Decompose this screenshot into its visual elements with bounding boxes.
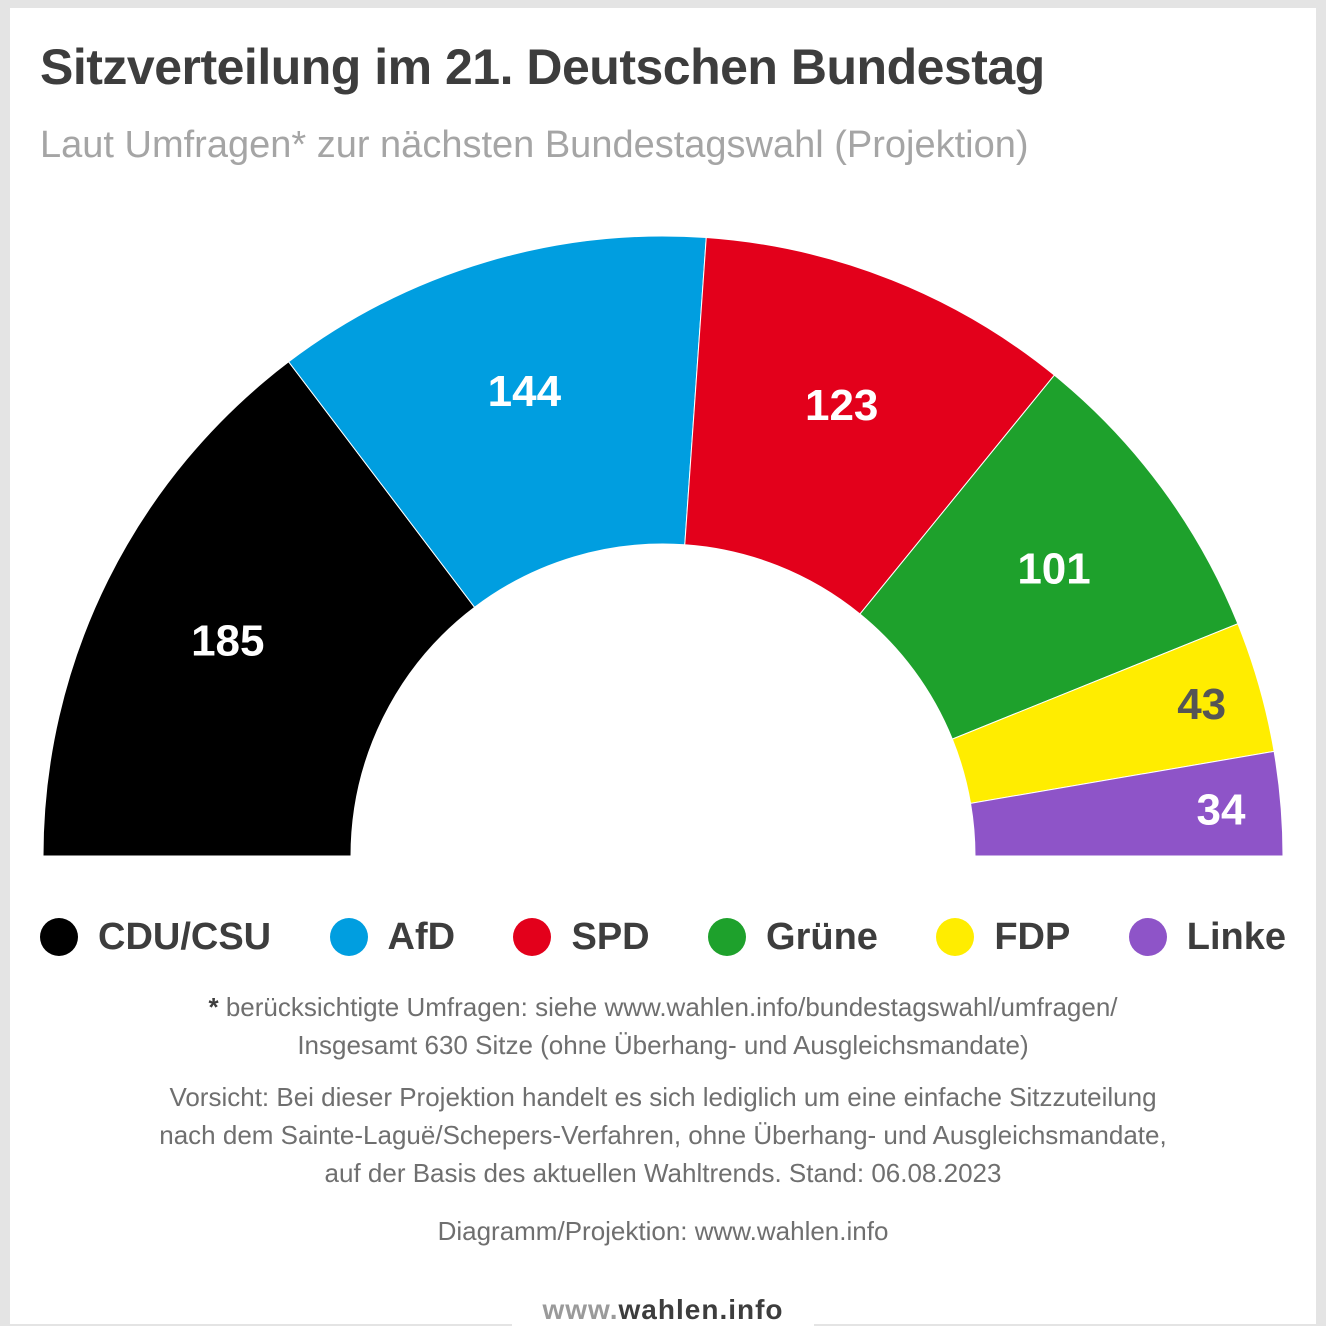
note-disclaimer-2: nach dem Sainte-Laguë/Schepers-Verfahren… xyxy=(159,1120,1167,1150)
legend-label: CDU/CSU xyxy=(98,915,272,958)
legend-item-1: AfD xyxy=(329,915,456,959)
note-total-seats: Insgesamt 630 Sitze (ohne Überhang- und … xyxy=(297,1030,1029,1060)
note-credit: Diagramm/Projektion: www.wahlen.info xyxy=(437,1216,889,1246)
seat-value-label-4: 43 xyxy=(1177,680,1226,729)
seat-segment-1 xyxy=(287,235,707,608)
seat-value-label-2: 123 xyxy=(805,381,878,430)
legend-item-2: SPD xyxy=(513,915,650,959)
seat-segment-0 xyxy=(42,361,476,857)
note-sources: * berücksichtigte Umfragen: siehe www.wa… xyxy=(0,988,1326,1026)
legend-label: Grüne xyxy=(766,915,878,958)
note-asterisk: * xyxy=(208,992,219,1022)
legend-item-3: Grüne xyxy=(708,916,878,959)
note-disclaimer-3: auf der Basis des aktuellen Wahltrends. … xyxy=(324,1158,1002,1188)
footnotes: * berücksichtigte Umfragen: siehe www.wa… xyxy=(0,988,1326,1250)
legend-swatch xyxy=(329,918,368,956)
seat-segment-5 xyxy=(969,750,1284,857)
legend-item-5: Linke xyxy=(1128,915,1286,959)
seat-value-label-5: 34 xyxy=(1197,786,1246,835)
legend-swatch xyxy=(936,918,975,956)
seat-value-label-3: 101 xyxy=(1017,544,1090,593)
seat-segment-2 xyxy=(684,236,1056,615)
seat-segment-3 xyxy=(859,374,1239,740)
footer-url-prefix: www. xyxy=(542,1294,619,1325)
footer-brand: www.wahlen.info xyxy=(512,1290,814,1326)
legend-item-4: FDP xyxy=(936,916,1070,959)
legend-label: Linke xyxy=(1186,915,1286,958)
legend-swatch xyxy=(513,918,552,956)
legend-item-0: CDU/CSU xyxy=(40,916,271,959)
legend-swatch xyxy=(1128,918,1167,956)
footer-url-domain: wahlen.info xyxy=(618,1294,784,1325)
note-sources-text: berücksichtigte Umfragen: siehe www.wahl… xyxy=(218,992,1118,1022)
legend-label: SPD xyxy=(571,915,650,958)
seat-value-label-0: 185 xyxy=(191,617,264,666)
note-disclaimer-1: Vorsicht: Bei dieser Projektion handelt … xyxy=(169,1082,1157,1112)
legend-swatch xyxy=(40,918,78,956)
chart-title: Sitzverteilung im 21. Deutschen Bundesta… xyxy=(40,39,1045,95)
footer-url: www.wahlen.info xyxy=(542,1294,783,1326)
legend-label: FDP xyxy=(994,915,1071,958)
chart-subtitle: Laut Umfragen* zur nächsten Bundestagswa… xyxy=(40,124,1029,166)
legend: CDU/CSU AfD SPD Grüne FDP Linke xyxy=(40,910,1286,964)
legend-label: AfD xyxy=(387,915,456,958)
legend-swatch xyxy=(708,918,747,956)
hemicycle-chart: 185 144 123 101 43 34 xyxy=(42,235,1284,857)
seat-value-label-1: 144 xyxy=(488,367,562,416)
